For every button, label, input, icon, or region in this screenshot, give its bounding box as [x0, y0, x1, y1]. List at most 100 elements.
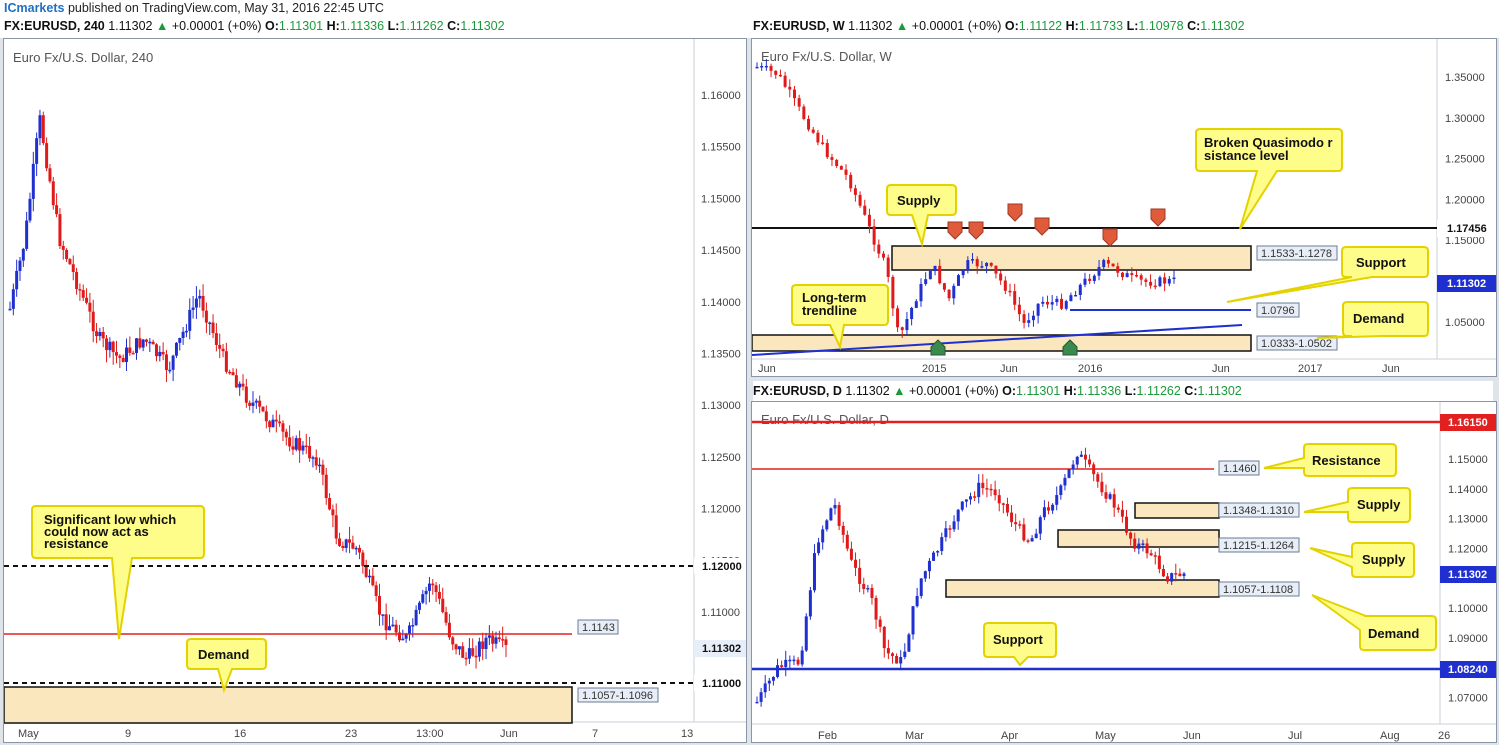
candle-w-body: [1045, 301, 1049, 305]
candle-w-body: [1106, 260, 1110, 264]
top-header: ICmarkets published on TradingView.com, …: [0, 0, 1499, 38]
candle-w-body: [755, 66, 759, 69]
symbol-4h: FX:EURUSD, 240: [4, 19, 105, 33]
callout-demand-d-text: Demand: [1368, 626, 1419, 641]
candle-d-body: [969, 496, 972, 500]
x-tick-label: 7: [592, 728, 598, 740]
candle-4h-body: [441, 598, 445, 613]
chart-w-svg[interactable]: Euro Fx/U.S. Dollar, W 1.35000 1.30000 1.2…: [752, 39, 1496, 376]
candle-4h-body: [268, 421, 272, 428]
candle-d-body: [845, 534, 849, 549]
supply-zone-w[interactable]: [891, 245, 1252, 271]
candle-d-body: [890, 653, 894, 656]
candle-d-body: [927, 560, 931, 572]
candle-w-body: [1097, 267, 1101, 276]
callout-significant-low-text: Significant low which could now act as res…: [44, 512, 176, 551]
chart-panel-daily[interactable]: Euro Fx/U.S. Dollar, D 1.15000 1.14000 1.1…: [751, 401, 1497, 743]
candle-w-body: [1013, 291, 1017, 305]
candle-4h-body: [351, 542, 355, 549]
candle-4h-body: [304, 445, 308, 448]
x-tick-label: 16: [234, 728, 246, 740]
candle-d-body: [1100, 481, 1104, 493]
demand-zone-w[interactable]: [752, 334, 1252, 352]
callout-supply1-d: [1303, 487, 1411, 523]
trendline-w[interactable]: [752, 324, 1243, 356]
candle-4h-body: [158, 351, 162, 357]
candle-4h-body: [121, 357, 125, 363]
callout-significant-low: [31, 505, 205, 640]
candle-d-body: [1108, 494, 1112, 499]
candle-4h-body: [368, 575, 372, 578]
brand-link[interactable]: ICmarkets: [4, 1, 65, 15]
candle-4h-body: [264, 411, 268, 422]
candle-4h-body: [314, 457, 318, 466]
chart-panel-4h[interactable]: Euro Fx/U.S. Dollar, 240 1.16000 1.15500 1…: [3, 38, 747, 743]
candle-w-body: [1158, 277, 1162, 287]
candle-4h-body: [454, 644, 458, 650]
y-tick-label: 1.10000: [1448, 603, 1488, 615]
candle-4h-body: [105, 338, 109, 351]
tag-17456: 1.17456: [1447, 223, 1487, 235]
candle-d-body: [1063, 477, 1067, 486]
callout-trendline-text: Long-term trendline: [802, 290, 866, 318]
candle-w-body: [956, 275, 960, 286]
candle-4h-body: [391, 624, 395, 627]
candle-4h-body: [188, 309, 192, 331]
tag-bg-support-d: [1440, 661, 1496, 678]
candle-4h-body: [427, 583, 431, 591]
candle-4h-body: [271, 419, 275, 428]
candle-4h-body: [431, 583, 435, 586]
x-tick-label: Jun: [500, 728, 518, 740]
candle-d-body: [755, 701, 759, 704]
close-label: C:: [1184, 384, 1198, 398]
candle-w-body: [797, 98, 801, 107]
chart-panel-weekly[interactable]: Euro Fx/U.S. Dollar, W 1.35000 1.30000 1.2…: [751, 38, 1497, 377]
candle-4h-body: [341, 545, 345, 548]
candle-w-body: [886, 257, 890, 277]
demand-zone-4h[interactable]: [4, 686, 573, 724]
candle-d-body: [1141, 543, 1145, 545]
candle-d-body: [1010, 512, 1014, 523]
chart-4h-svg[interactable]: Euro Fx/U.S. Dollar, 240 1.160001.155001…: [4, 39, 746, 742]
candle-w-body: [942, 283, 946, 290]
high-label: H:: [326, 19, 340, 33]
demand-zone-d[interactable]: [945, 579, 1220, 598]
up-arrow-icon: ▲: [155, 19, 169, 33]
candle-w-body: [783, 75, 787, 87]
candle-d-body: [1170, 573, 1174, 582]
y-tick-label: 1.13000: [1448, 514, 1488, 526]
x-tick-label: 13: [681, 728, 693, 740]
candle-w-body: [924, 279, 928, 284]
callout-support-w-text: Support: [1356, 255, 1406, 270]
label-box-supply-w: [1256, 245, 1338, 261]
price-tag-d: 1.11302: [1448, 569, 1487, 581]
candle-d-body: [1038, 517, 1042, 534]
candle-w-body: [910, 307, 914, 320]
candle-4h-body: [437, 592, 441, 599]
candle-w-body: [882, 253, 886, 258]
y-tick-label: 1.15000: [1448, 454, 1488, 466]
candle-4h-body: [194, 298, 198, 308]
supply-zone-1[interactable]: [1134, 502, 1220, 519]
candle-d-body: [911, 606, 915, 635]
candle-w-body: [966, 260, 970, 271]
chart-d-svg[interactable]: Euro Fx/U.S. Dollar, D 1.15000 1.14000 1.1…: [752, 402, 1496, 742]
x-tick-label: 13:00: [416, 728, 444, 740]
candle-w-body: [825, 142, 829, 158]
candle-4h-body: [101, 331, 105, 339]
candle-d-body: [792, 659, 796, 662]
candle-w-body: [788, 86, 792, 90]
candle-d-body: [919, 578, 923, 596]
candle-d-body: [878, 619, 882, 627]
candle-d-body: [1125, 516, 1129, 533]
candle-4h-body: [401, 638, 405, 641]
candle-4h-body: [168, 369, 172, 372]
up-arrow-icon: ▲: [893, 384, 906, 398]
candle-d-body: [784, 659, 788, 667]
candle-4h-body: [261, 406, 265, 412]
candle-4h-body: [125, 347, 129, 363]
candle-w-body: [1022, 314, 1026, 323]
candle-4h-body: [18, 260, 22, 271]
candle-d-body: [1112, 494, 1116, 508]
callout-trendline: [791, 284, 889, 351]
